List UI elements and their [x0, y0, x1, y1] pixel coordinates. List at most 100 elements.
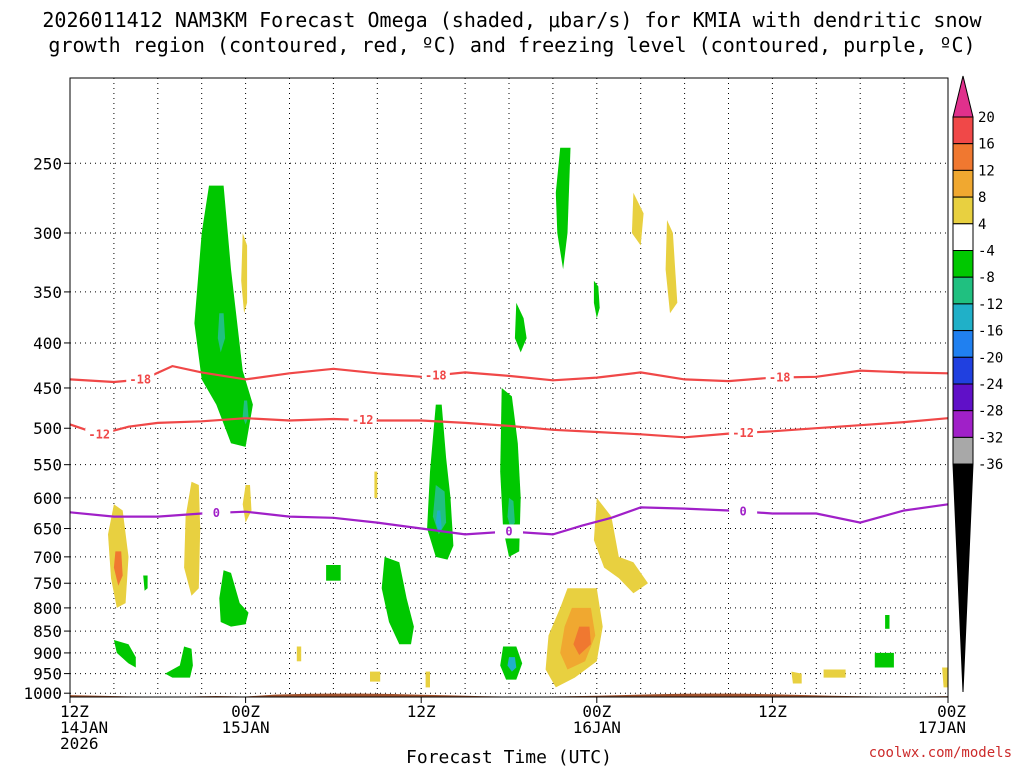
x-tick-label: 15JAN	[222, 718, 270, 737]
y-tick-label: 850	[33, 622, 62, 641]
contour-label-bg	[85, 427, 114, 442]
y-tick-label: 750	[33, 574, 62, 593]
colorbar-label: -8	[978, 270, 995, 286]
omega-region	[370, 671, 381, 682]
chart-title-line-2: growth region (contoured, red, ºC) and f…	[48, 33, 975, 57]
y-tick-label: 800	[33, 599, 62, 618]
y-tick-label: 500	[33, 419, 62, 438]
omega-region	[381, 556, 414, 645]
colorbar-label: -24	[978, 377, 1003, 393]
colorbar-segment	[952, 330, 974, 358]
x-axis-label: Forecast Time (UTC)	[406, 747, 612, 768]
colorbar-segment	[952, 223, 974, 252]
omega-region	[113, 551, 123, 586]
colorbar-segment	[952, 250, 974, 278]
x-tick-label: 00Z	[231, 702, 260, 721]
omega-region	[242, 485, 252, 523]
colorbar-segment	[952, 116, 974, 145]
ground-terrain	[70, 693, 948, 697]
contour-label: -18	[769, 370, 791, 384]
omega-region	[874, 652, 894, 668]
omega-region	[665, 220, 678, 314]
colorbar-segment	[952, 196, 974, 225]
omega-region	[791, 671, 802, 684]
omega-region	[241, 233, 248, 314]
colorbar-label: 20	[978, 110, 995, 126]
contour-label-bg	[202, 505, 231, 520]
colorbar-segment	[952, 303, 974, 332]
contour-label: 0	[505, 524, 512, 538]
y-tick-label: 450	[33, 379, 62, 398]
contour-label-bg	[729, 425, 758, 440]
omega-region	[507, 657, 517, 672]
colorbar-segment	[952, 143, 974, 171]
omega-region	[219, 570, 249, 627]
colorbar-label: -28	[978, 404, 1003, 420]
omega-region	[326, 565, 341, 581]
colorbar-segment	[952, 276, 974, 305]
omega-region	[143, 575, 148, 591]
colorbar-label: -32	[978, 430, 1003, 446]
colorbar-label: -4	[978, 244, 995, 260]
omega-region	[823, 669, 846, 678]
contour-line	[69, 417, 949, 439]
contour-label-bg	[495, 524, 523, 539]
omega-region	[217, 313, 226, 353]
omega-region	[427, 404, 454, 560]
colorbar-segment	[952, 383, 974, 412]
x-tick-label: 12Z	[407, 702, 436, 721]
contour-label: -12	[732, 426, 754, 440]
omega-region	[514, 302, 527, 353]
colorbar-segment	[952, 169, 974, 198]
x-tick-label: 12Z	[60, 702, 89, 721]
y-tick-label: 600	[33, 489, 62, 508]
x-tick-label: 16JAN	[573, 718, 621, 737]
contour-label: -18	[129, 373, 151, 387]
ground-surface	[70, 693, 948, 697]
contour-label-bg	[421, 368, 450, 383]
omega-region	[184, 481, 201, 596]
colorbar-top-arrow	[952, 75, 974, 118]
omega-region	[425, 671, 430, 688]
omega-region	[573, 626, 591, 655]
contour-label-bg	[729, 504, 758, 519]
colorbar-label: 4	[978, 217, 986, 233]
colorbar-label: 8	[978, 190, 986, 206]
y-tick-label: 550	[33, 456, 62, 475]
y-tick-label: 700	[33, 548, 62, 567]
omega-region	[885, 615, 890, 629]
x-tick-label: 00Z	[937, 702, 966, 721]
y-tick-label: 350	[33, 283, 62, 302]
y-tick-label: 1000	[23, 684, 62, 703]
colorbar-segment	[952, 410, 974, 438]
y-axis-ticks: 250 300 350 400 450 500 550 600 650 700 750 800 850 9…	[23, 154, 70, 703]
contour-label: 0	[740, 504, 747, 518]
omega-shading	[108, 147, 948, 688]
omega-region	[631, 192, 644, 246]
x-tick-label: 12Z	[758, 702, 787, 721]
colorbar-label: -36	[978, 457, 1003, 473]
omega-region	[296, 646, 302, 662]
omega-region	[593, 497, 648, 594]
y-tick-label: 300	[33, 224, 62, 243]
omega-region	[113, 640, 136, 668]
y-tick-label: 400	[33, 334, 62, 353]
y-tick-label: 900	[33, 644, 62, 663]
y-tick-label: 650	[33, 520, 62, 539]
colorbar-label: 16	[978, 137, 995, 153]
x-tick-label: 17JAN	[918, 718, 966, 737]
contour-label: -12	[352, 413, 374, 427]
omega-region	[165, 646, 193, 678]
chart-title-line-1: 2026011412 NAM3KM Forecast Omega (shaded…	[42, 8, 982, 32]
contour-label: 0	[213, 506, 220, 520]
omega-region	[942, 667, 948, 688]
colorbar: 20 16 12 8 4 -4 -8 -12 -16 -20 -24 -28 -32 -36	[952, 75, 1003, 693]
colorbar-label: -20	[978, 350, 1003, 366]
temperature-contours: -18 -18 -18 -12 -12 -12 0 0 0	[69, 364, 949, 539]
colorbar-label: -16	[978, 324, 1003, 340]
omega-region	[435, 510, 442, 532]
contour-label-bg	[348, 413, 377, 428]
colorbar-bottom-arrow	[952, 463, 974, 693]
